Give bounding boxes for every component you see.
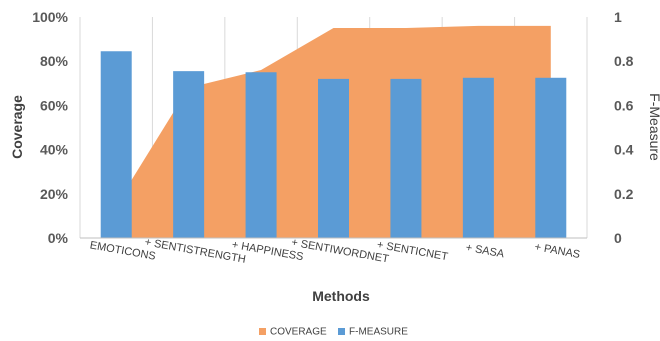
y2-tick-label: 0.2 <box>614 186 634 202</box>
x-tick-label: + PANAS <box>534 241 581 261</box>
y-tick-label: 40% <box>40 142 69 158</box>
legend: COVERAGE F-MEASURE <box>259 327 408 338</box>
f-measure-bar <box>535 77 567 239</box>
x-tick-label: + SENTISTRENGTH <box>144 236 247 266</box>
x-axis-title: Methods <box>312 288 370 304</box>
y-tick-label: 80% <box>40 53 69 69</box>
f-measure-bar <box>318 78 349 238</box>
y-tick-label: 60% <box>40 97 69 113</box>
x-tick-label: + SASA <box>465 242 506 261</box>
legend-swatch-f-measure <box>338 328 345 335</box>
x-tick-label: + SENTIWORDNET <box>290 237 390 266</box>
y2-tick-label: 0.6 <box>614 97 634 113</box>
f-measure-bar <box>245 72 277 238</box>
f-measure-bar-layer <box>100 51 567 239</box>
f-measure-bar <box>173 71 205 239</box>
legend-label-f-measure: F-MEASURE <box>349 327 408 338</box>
legend-swatch-coverage <box>259 328 266 335</box>
f-measure-bar <box>390 78 422 238</box>
y2-tick-label: 0.4 <box>614 142 634 158</box>
y2-tick-label: 1 <box>614 9 622 25</box>
y2-tick-label: 0.8 <box>614 53 634 69</box>
f-measure-bar <box>462 77 494 239</box>
y-tick-label: 100% <box>32 9 68 25</box>
f-measure-bar <box>100 51 132 238</box>
y2-axis-title: F-Measure <box>647 93 660 161</box>
y-tick-label: 0% <box>48 230 69 246</box>
y-axis-title: Coverage <box>9 95 25 159</box>
y2-tick-label: 0 <box>614 230 622 246</box>
y-tick-label: 20% <box>40 186 69 202</box>
legend-label-coverage: COVERAGE <box>270 327 327 338</box>
